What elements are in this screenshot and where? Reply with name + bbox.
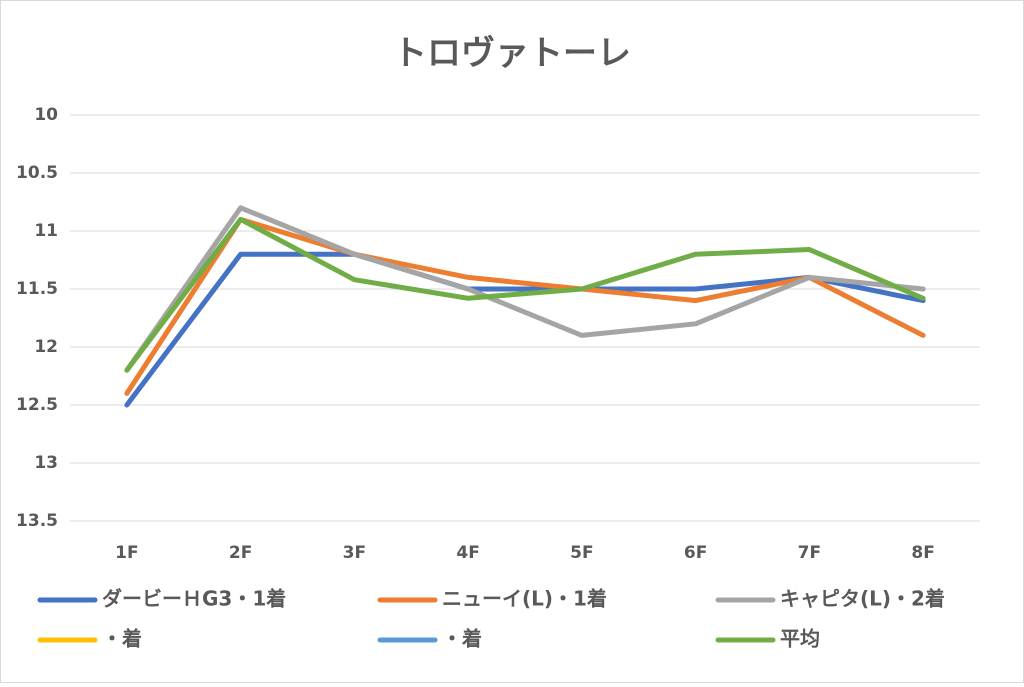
legend-label: ニューイ(L)・1着 (442, 587, 607, 611)
y-tick-label: 12 (34, 337, 58, 357)
series-line (124, 216, 926, 396)
x-tick-label: 4F (456, 543, 479, 563)
legend-label: ・着 (442, 627, 482, 651)
y-tick-label: 12.5 (16, 395, 58, 415)
x-tick-label: 7F (798, 543, 821, 563)
legend-label: キャピタ(L)・2着 (780, 587, 945, 611)
y-tick-label: 11.5 (16, 279, 58, 299)
x-tick-label: 5F (570, 543, 593, 563)
y-tick-label: 13 (34, 453, 58, 473)
x-tick-label: 8F (911, 543, 934, 563)
y-tick-label: 13.5 (16, 511, 58, 531)
legend-label: 平均 (780, 627, 820, 651)
y-tick-label: 10 (34, 105, 58, 125)
chart-title: トロヴァトーレ (393, 34, 631, 74)
series-line (124, 216, 926, 373)
x-tick-label: 1F (115, 543, 138, 563)
x-tick-label: 3F (343, 543, 366, 563)
y-tick-label: 10.5 (16, 163, 58, 183)
y-tick-label: 11 (34, 221, 58, 241)
x-tick-label: 2F (229, 543, 252, 563)
series-line (124, 205, 926, 373)
legend-label: ・着 (102, 627, 142, 651)
legend-label: ダービーＨG3・1着 (102, 587, 286, 611)
x-tick-label: 6F (684, 543, 707, 563)
